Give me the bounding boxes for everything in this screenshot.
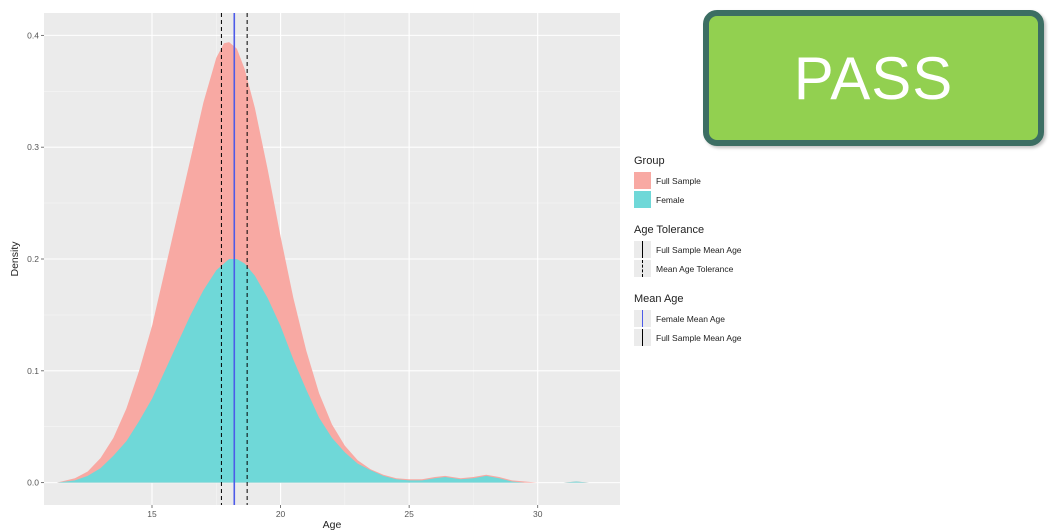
- major-gridlines: [44, 13, 620, 505]
- y-tick-label: 0.1: [27, 366, 39, 376]
- legend-group-mean-age: Mean Age Female Mean Age Full Sample Mea…: [634, 293, 854, 347]
- legend-group-group: Group Full Sample Female: [634, 155, 854, 209]
- legend-title-mean-age: Mean Age: [634, 293, 684, 305]
- x-tick-label: 15: [147, 509, 157, 519]
- legend-item-female-mean-age: Female Mean Age: [634, 309, 854, 328]
- x-tick-label: 25: [404, 509, 414, 519]
- pass-badge: PASS: [703, 10, 1044, 146]
- legend-title-age-tolerance: Age Tolerance: [634, 224, 705, 236]
- x-axis-title: Age: [323, 519, 342, 531]
- x-tick-label: 20: [276, 509, 286, 519]
- legend: Group Full Sample Female Age Tolerance F…: [634, 155, 854, 362]
- legend-item-full-sample: Full Sample: [634, 171, 854, 190]
- x-tick-label: 30: [533, 509, 543, 519]
- legend-label: Female: [656, 194, 685, 205]
- legend-label: Mean Age Tolerance: [656, 263, 734, 274]
- legend-item-mean-age-tolerance: Mean Age Tolerance: [634, 259, 854, 278]
- legend-item-full-sample-mean-age: Full Sample Mean Age: [634, 240, 854, 259]
- dashed-line-key: [634, 260, 651, 277]
- full-sample-swatch: [634, 172, 651, 189]
- legend-item-full-sample-mean-age-2: Full Sample Mean Age: [634, 328, 854, 347]
- female-swatch: [634, 191, 651, 208]
- axis-ticks: 15 20 25 30 0.0 0.1 0.2 0.3 0.4: [27, 30, 543, 519]
- legend-label: Full Sample: [656, 175, 701, 186]
- density-areas: [56, 42, 590, 483]
- y-tick-label: 0.0: [27, 478, 39, 488]
- reference-lines: [220, 13, 248, 505]
- legend-label: Full Sample Mean Age: [656, 244, 742, 255]
- pass-badge-text: PASS: [793, 44, 954, 112]
- y-tick-label: 0.3: [27, 142, 39, 152]
- legend-item-female: Female: [634, 190, 854, 209]
- density-chart: 15 20 25 30 0.0 0.1 0.2 0.3 0.4 Age Density: [9, 13, 620, 531]
- legend-group-age-tolerance: Age Tolerance Full Sample Mean Age Mean …: [634, 224, 854, 278]
- legend-title-group: Group: [634, 155, 665, 167]
- y-tick-label: 0.4: [27, 30, 39, 40]
- solid-line-key: [634, 241, 651, 258]
- black-line-key: [634, 329, 651, 346]
- y-tick-label: 0.2: [27, 254, 39, 264]
- female-density-area: [56, 259, 590, 483]
- blue-line-key: [634, 310, 651, 327]
- legend-label: Female Mean Age: [656, 313, 725, 324]
- legend-label: Full Sample Mean Age: [656, 332, 742, 343]
- y-axis-title: Density: [9, 241, 21, 277]
